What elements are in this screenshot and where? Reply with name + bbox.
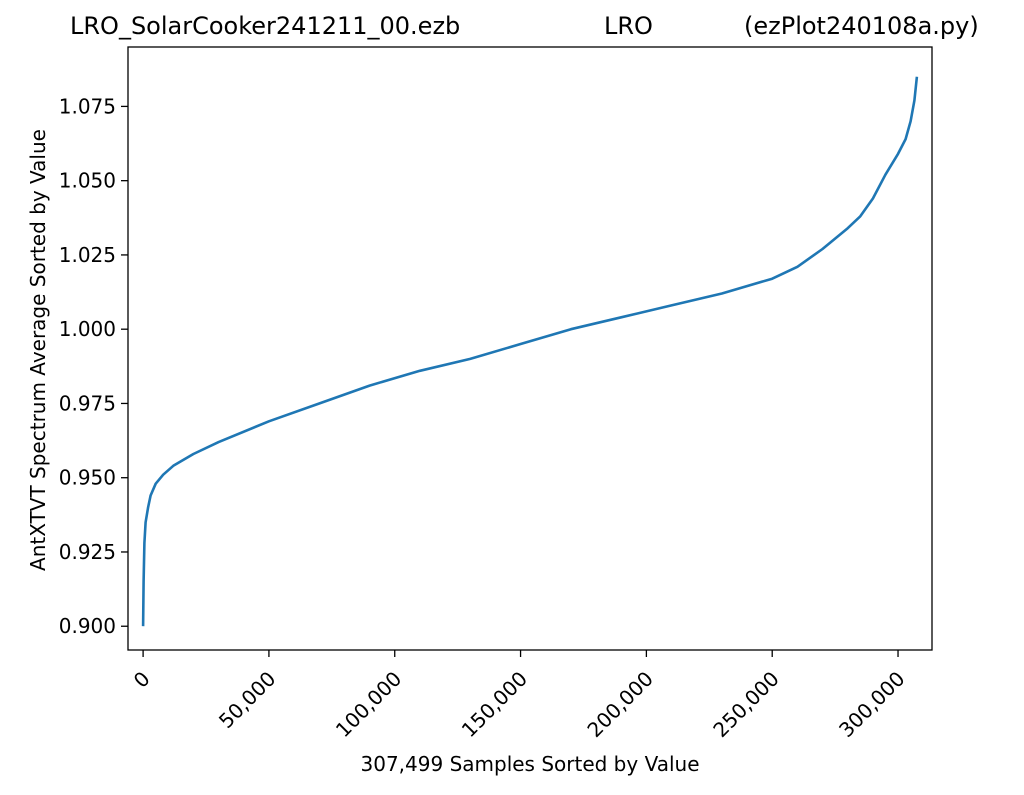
chart-title-right: (ezPlot240108a.py) xyxy=(744,12,979,40)
plot-frame xyxy=(127,46,933,651)
y-axis-label: AntXTVT Spectrum Average Sorted by Value xyxy=(26,129,50,571)
y-tick-label: 0.950 xyxy=(59,466,116,490)
y-tick-label: 1.050 xyxy=(59,169,116,193)
y-tick-label: 0.975 xyxy=(59,391,116,415)
x-tick-label: 150,000 xyxy=(457,667,532,742)
x-tick-label: 100,000 xyxy=(331,667,406,742)
x-tick-label: 250,000 xyxy=(708,667,783,742)
y-tick-label: 1.000 xyxy=(59,317,116,341)
y-tick-label: 1.025 xyxy=(59,243,116,267)
y-tick-label: 0.900 xyxy=(59,614,116,638)
chart-title: LRO_SolarCooker241211_00.ezb LRO (ezPlot… xyxy=(0,12,1024,46)
y-axis-ticks: 0.900 0.925 0.950 0.975 1.000 1.025 1.050 1.075 xyxy=(59,94,128,638)
series-group xyxy=(141,76,919,627)
y-tick-label: 1.075 xyxy=(59,94,116,118)
chart-title-center: LRO xyxy=(604,12,653,40)
x-tick-label: 200,000 xyxy=(582,667,657,742)
x-tick-label: 0 xyxy=(129,667,155,693)
chart-title-left: LRO_SolarCooker241211_00.ezb xyxy=(70,12,461,40)
x-tick-label: 50,000 xyxy=(214,667,280,733)
data-series-line xyxy=(141,76,919,627)
x-axis-label: 307,499 Samples Sorted by Value xyxy=(360,752,700,776)
x-axis-ticks: 0 50,000 100,000 150,000 200,000 250,000 300,0… xyxy=(129,650,910,742)
x-tick-label: 300,000 xyxy=(834,667,909,742)
y-tick-label: 0.925 xyxy=(59,540,116,564)
